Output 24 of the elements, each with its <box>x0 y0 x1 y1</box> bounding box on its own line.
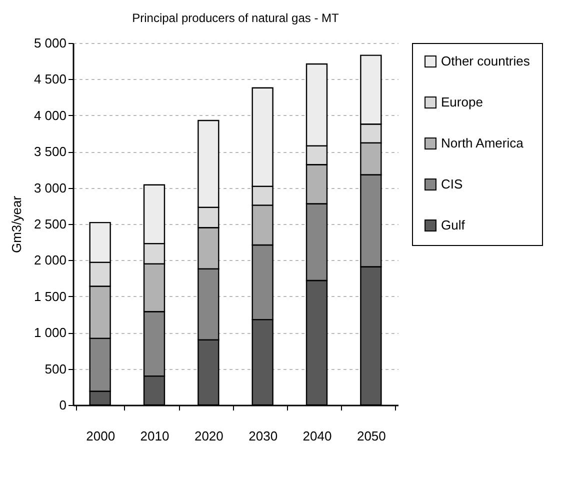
y-tick-label: 3 500 <box>34 144 66 160</box>
legend-label: Europe <box>441 94 483 110</box>
legend-label: Other countries <box>441 54 530 68</box>
x-tick-label: 2030 <box>248 428 278 444</box>
y-tick-label: 4 500 <box>34 72 66 87</box>
x-tick-label: 2020 <box>194 428 224 444</box>
x-tick-label: 2040 <box>302 428 332 444</box>
y-tick-label: 3 000 <box>34 180 66 196</box>
y-tick-label: 1 500 <box>34 288 66 304</box>
y-tick-label: 2 500 <box>34 216 66 232</box>
y-tick-label: 5 000 <box>34 36 66 50</box>
y-tick-label: 500 <box>44 361 66 376</box>
y-tick-label: 0 <box>59 398 66 412</box>
legend-label: CIS <box>441 176 463 192</box>
y-axis-title: Gm3/year <box>8 195 24 254</box>
chart-title: Principal producers of natural gas - MT <box>132 11 340 25</box>
x-tick-label: 2050 <box>356 428 386 444</box>
y-tick-label: 2 000 <box>34 252 66 268</box>
x-tick-label: 2010 <box>140 428 170 444</box>
legend-label: Gulf <box>441 218 466 232</box>
y-tick-label: 1 000 <box>34 325 66 340</box>
x-tick-label: 2000 <box>86 428 116 444</box>
legend-label: North America <box>441 136 524 150</box>
y-tick-label: 4 000 <box>34 108 66 123</box>
